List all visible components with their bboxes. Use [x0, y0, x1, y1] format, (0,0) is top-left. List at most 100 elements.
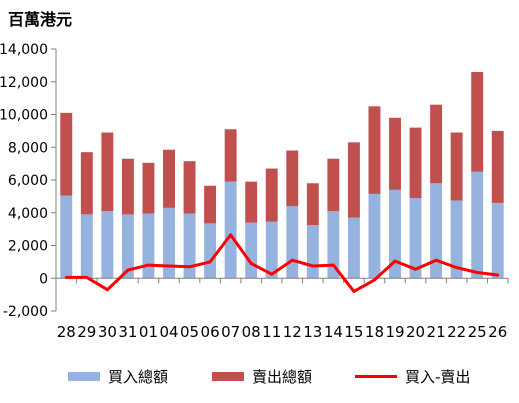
bar-buy — [471, 171, 484, 279]
x-tick-label: 15 — [344, 323, 363, 341]
bar-sell — [183, 161, 196, 214]
bar-buy — [163, 207, 175, 279]
bar-sell — [450, 132, 463, 201]
bar-sell — [409, 127, 422, 199]
net-point — [85, 275, 89, 279]
x-tick-label: 11 — [262, 323, 281, 341]
legend-item-sell: 賣出總額 — [212, 364, 312, 388]
bar-sell — [347, 142, 360, 218]
bar-buy — [245, 222, 258, 279]
y-tick-label: 14,000 — [0, 42, 48, 58]
y-tick-label: 2,000 — [8, 239, 48, 255]
bar-sell — [121, 158, 134, 215]
net-point — [393, 259, 397, 263]
chart-legend: 買入總額 賣出總額 買入-賣出 — [0, 364, 519, 388]
x-tick-label: 28 — [57, 323, 76, 341]
bar-buy — [409, 198, 422, 279]
bar-buy — [60, 195, 73, 279]
legend-item-buy: 買入總額 — [68, 364, 168, 388]
bar-buy — [224, 181, 237, 279]
bar-sell — [163, 149, 175, 208]
net-point — [331, 263, 335, 267]
bar-sell — [306, 183, 319, 226]
y-tick-label: 8,000 — [8, 140, 48, 156]
legend-item-net: 買入-賣出 — [355, 364, 470, 388]
bar-sell — [430, 104, 443, 184]
net-point — [352, 289, 356, 293]
bar-sell — [389, 117, 401, 190]
net-point — [414, 267, 418, 271]
net-point — [167, 264, 171, 268]
y-tick-label: 10,000 — [0, 108, 48, 124]
net-point — [64, 275, 68, 279]
x-tick-label: 14 — [324, 323, 343, 341]
bar-buy — [183, 213, 196, 279]
bar-buy — [306, 225, 319, 279]
net-line — [66, 233, 498, 293]
bar-buy — [204, 223, 217, 279]
bar-buy — [265, 221, 278, 279]
bar-sell — [101, 132, 114, 212]
legend-label-net: 買入-賣出 — [405, 367, 471, 386]
x-tick-label: 07 — [221, 323, 240, 341]
x-tick-label: 18 — [365, 323, 384, 341]
bar-buy — [430, 183, 443, 279]
legend-swatch-buy — [68, 371, 100, 381]
bar-buy — [327, 211, 340, 279]
bar-sell — [265, 168, 278, 222]
bar-sell — [471, 71, 484, 172]
x-tick-label: 30 — [98, 323, 117, 341]
x-tick-label: 26 — [488, 323, 507, 341]
net-point — [146, 263, 150, 267]
bar-buy — [101, 211, 114, 279]
bar-buy — [121, 214, 134, 279]
bar-buy — [389, 189, 401, 279]
net-point — [290, 258, 294, 262]
legend-label-sell: 賣出總額 — [252, 367, 313, 386]
bar-sell — [491, 130, 504, 203]
bar-sell — [245, 181, 258, 223]
x-tick-label: 05 — [180, 323, 199, 341]
bar-sell — [368, 106, 381, 194]
bar-buy — [368, 193, 381, 279]
legend-swatch-net — [355, 374, 397, 378]
y-tick-label: 0 — [39, 271, 48, 287]
net-point — [229, 233, 233, 237]
x-tick-label: 29 — [77, 323, 96, 341]
bar-sell — [80, 152, 93, 215]
x-tick-label: 01 — [139, 323, 158, 341]
x-tick-label: 06 — [201, 323, 220, 341]
bar-sell — [286, 150, 299, 207]
y-tick-label: -2,000 — [3, 304, 48, 320]
net-point — [311, 264, 315, 268]
x-tick-label: 19 — [385, 323, 404, 341]
x-tick-label: 04 — [159, 323, 178, 341]
bar-buy — [286, 206, 299, 279]
net-point — [372, 278, 376, 282]
bar-sell — [327, 158, 340, 212]
chart-unit-title: 百萬港元 — [8, 10, 73, 29]
bar-buy — [450, 200, 463, 279]
y-tick-label: 4,000 — [8, 206, 48, 222]
x-tick-label: 08 — [242, 323, 261, 341]
net-point — [496, 273, 500, 277]
net-point — [475, 271, 479, 275]
net-point — [455, 266, 459, 270]
x-tick-label: 12 — [283, 323, 302, 341]
net-point — [249, 262, 253, 266]
x-axis: 28 29 30 31 01 04 05 06 07 08 11 12 13 14 15 18 19 20 21 22… — [55, 277, 509, 341]
x-tick-label: 31 — [118, 323, 137, 341]
x-tick-label: 22 — [447, 323, 466, 341]
x-tick-label: 21 — [427, 323, 446, 341]
x-tick-label: 25 — [468, 323, 487, 341]
net-point — [188, 265, 192, 269]
net-point — [208, 260, 212, 264]
bar-buy — [491, 202, 504, 279]
x-tick-label: 20 — [406, 323, 425, 341]
bar-sell — [204, 185, 217, 224]
net-point — [126, 268, 130, 272]
bar-buy — [80, 214, 93, 279]
y-axis: -2,000 0 2,000 4,000 6,000 8,000 10,000 12,000 1… — [0, 42, 57, 320]
net-point — [434, 258, 438, 262]
